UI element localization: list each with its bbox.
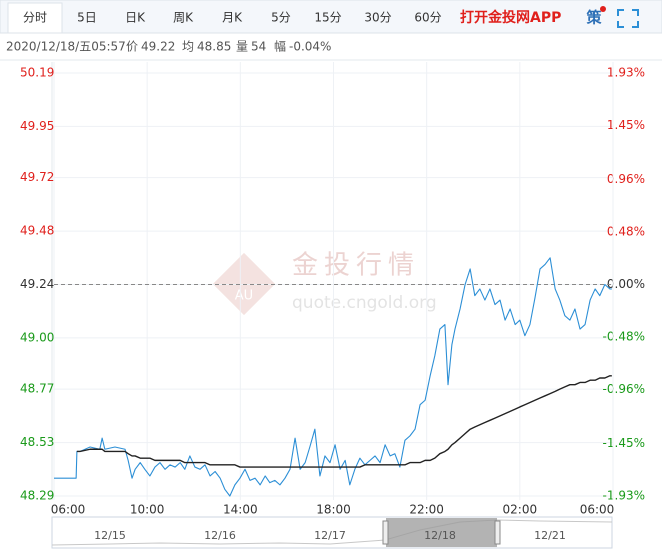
x-tick-label: 06:00 (51, 503, 86, 517)
navigator-handle[interactable] (494, 520, 501, 545)
tab[interactable]: 周K (173, 11, 194, 25)
badge-dot (600, 6, 606, 12)
y2-tick-label: -1.45% (603, 436, 645, 450)
y2-tick-label: 0.48% (607, 224, 645, 238)
navigator-line (51, 519, 613, 546)
y2-tick-label: 0.96% (607, 172, 645, 186)
tab[interactable]: 月K (222, 11, 243, 25)
navigator-label: 12/16 (204, 529, 236, 542)
navigator-label: 12/15 (94, 529, 126, 542)
tab[interactable]: 5日 (77, 11, 97, 25)
navigator-handle[interactable] (382, 520, 389, 545)
y-tick-label: 49.00 (20, 330, 54, 344)
y2-tick-label: 1.45% (607, 118, 645, 132)
info-label: 幅 (274, 39, 286, 54)
x-tick-label: 18:00 (316, 503, 351, 517)
tab[interactable]: 60分 (414, 11, 441, 25)
y2-tick-label: -0.96% (603, 382, 645, 396)
series-line (54, 257, 612, 497)
active-tab-bg (7, 2, 63, 34)
fullscreen-button[interactable] (617, 9, 639, 28)
navigator-window[interactable] (386, 518, 497, 547)
navigator-label: 12/17 (314, 529, 346, 542)
navigator-label: 12/18 (424, 529, 456, 542)
tab[interactable]: 分时 (23, 11, 47, 25)
y-tick-label: 49.24 (20, 277, 54, 291)
info-value: 49.22 (141, 40, 175, 54)
toolbar (0, 0, 662, 34)
info-datetime: 2020/12/18/五05:57 (6, 40, 126, 54)
watermark-logo-text: AU (235, 289, 253, 304)
watermark: AU 金投行情 quote.cngold.org (212, 251, 437, 316)
y2-tick-label: 0.00% (607, 277, 645, 291)
y-tick-label: 50.19 (20, 66, 54, 80)
tab[interactable]: 5分 (271, 11, 291, 25)
tab[interactable]: 30分 (364, 11, 391, 25)
info-value: 48.85 (197, 40, 231, 54)
x-tick-label: 06:00 (580, 503, 615, 517)
watermark-url: quote.cngold.org (292, 293, 437, 313)
y-tick-label: 49.48 (20, 224, 54, 238)
x-tick-label: 02:00 (503, 503, 538, 517)
info-value: -0.04% (289, 40, 331, 54)
watermark-text: 金投行情 (292, 251, 420, 281)
info-label: 均 (182, 40, 194, 54)
tab[interactable]: 15分 (314, 11, 341, 25)
info-label: 价 (126, 40, 138, 54)
y-tick-label: 48.53 (20, 435, 54, 449)
y2-tick-label: -1.93% (603, 489, 645, 503)
x-tick-label: 10:00 (130, 503, 165, 517)
y-tick-label: 48.29 (20, 489, 54, 503)
y2-tick-label: 1.93% (607, 66, 645, 80)
y-tick-label: 49.72 (20, 170, 54, 184)
tab[interactable]: 日K (125, 11, 146, 25)
y-tick-label: 48.77 (20, 382, 54, 396)
x-tick-label: 14:00 (223, 503, 258, 517)
y2-tick-label: -0.48% (603, 330, 645, 344)
info-label: 量 (236, 40, 248, 54)
x-tick-label: 22:00 (409, 503, 444, 517)
strategy-button[interactable]: 策 (585, 9, 602, 27)
info-value: 54 (251, 40, 266, 54)
y-tick-label: 49.95 (20, 119, 54, 133)
navigator-label: 12/21 (534, 529, 566, 542)
series-line (76, 375, 612, 468)
app-link[interactable]: 打开金投网APP (460, 9, 561, 26)
